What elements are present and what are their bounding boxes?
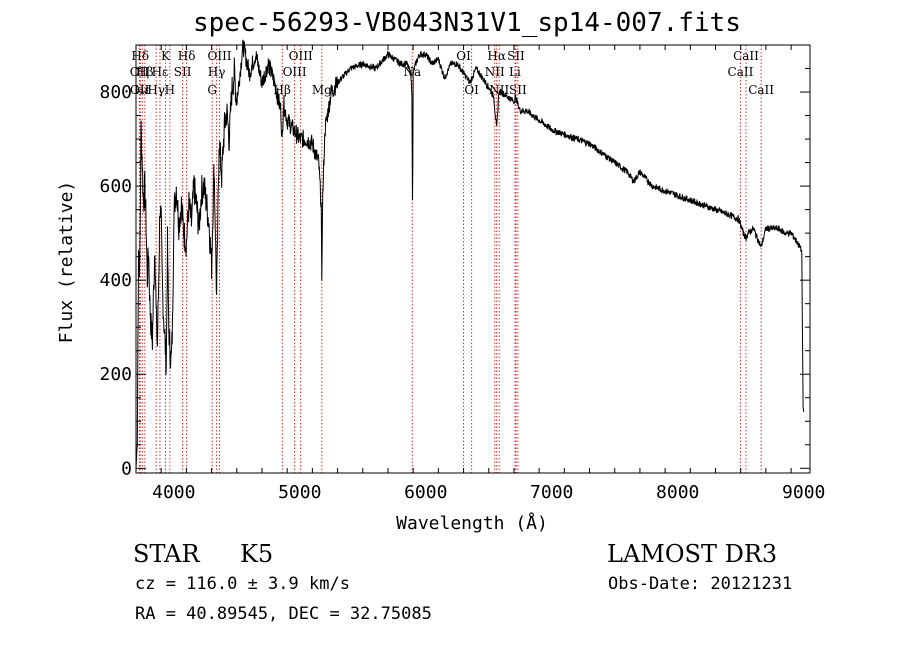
spectral-line-label: SII [509, 83, 527, 97]
spectral-line-label: OI [456, 49, 471, 63]
spectral-line-label: Hα [487, 49, 506, 63]
spectral-line-label: CaII [748, 83, 774, 97]
spectral-line-label: Mg [312, 83, 332, 97]
spectral-line-label: Hβ [136, 65, 153, 79]
coordinates: RA = 40.89545, DEC = 32.75085 [135, 604, 432, 624]
spectral-line-label: K [161, 49, 171, 63]
object-class: STAR [133, 540, 200, 568]
object-subclass: K5 [240, 540, 274, 568]
obs-date: Obs-Date: 20121231 [608, 574, 793, 594]
x-axis-label: Wavelength (Å) [396, 512, 548, 534]
spectral-line-label: Li [509, 65, 521, 79]
x-tick-label: 4000 [152, 482, 195, 503]
spectral-line-label: Hδ [131, 49, 149, 63]
x-tick-label: 9000 [782, 482, 825, 503]
spectral-line-label: OIII [207, 49, 231, 63]
spectral-line-label: G [207, 83, 217, 97]
x-tick-label: 5000 [278, 482, 321, 503]
spectral-line-label: Hδ [178, 49, 196, 63]
spectral-line-label: OII [130, 83, 150, 97]
plot-frame [135, 44, 811, 474]
y-tick-label: 400 [99, 270, 132, 291]
spectral-line-label: SII [507, 49, 525, 63]
x-tick-label: 7000 [530, 482, 573, 503]
y-tick-label: 800 [99, 82, 132, 103]
spectral-line-label: NII [485, 65, 505, 79]
y-tick-label: 200 [99, 364, 132, 385]
spectral-line-label: Hε [152, 65, 169, 79]
spectral-line-label: SII [174, 65, 192, 79]
y-axis-label: Flux (relative) [56, 181, 77, 344]
survey-name: LAMOST DR3 [607, 540, 778, 568]
spectral-line-label: Hβ [274, 83, 291, 97]
spectral-line-label: OII [130, 65, 150, 79]
spectral-line-label: NII [489, 83, 509, 97]
chart-title: spec-56293-VB043N31V1_sp14-007.fits [193, 8, 741, 38]
redshift-text: cz = 116.0 ± 3.9 km/s [135, 574, 350, 594]
spectral-line-label: Na [403, 65, 421, 79]
spectral-line-label: OI [464, 83, 479, 97]
y-tick-label: 600 [99, 176, 132, 197]
spectral-line-label: OIII [289, 49, 313, 63]
spectrum-line [135, 39, 805, 469]
spectral-line-label: H [165, 83, 175, 97]
y-tick-label: 0 [121, 458, 132, 479]
spectral-line-label: CaII [728, 65, 754, 79]
x-tick-label: 6000 [404, 482, 447, 503]
spectral-line-label: Hγ [208, 65, 226, 79]
spectral-line-label: CaII [733, 49, 759, 63]
spectral-line-label: Hγ [147, 83, 165, 97]
spectral-line-label: Hε [134, 83, 151, 97]
x-tick-label: 8000 [656, 482, 699, 503]
spectral-line-label: OIII [283, 65, 307, 79]
